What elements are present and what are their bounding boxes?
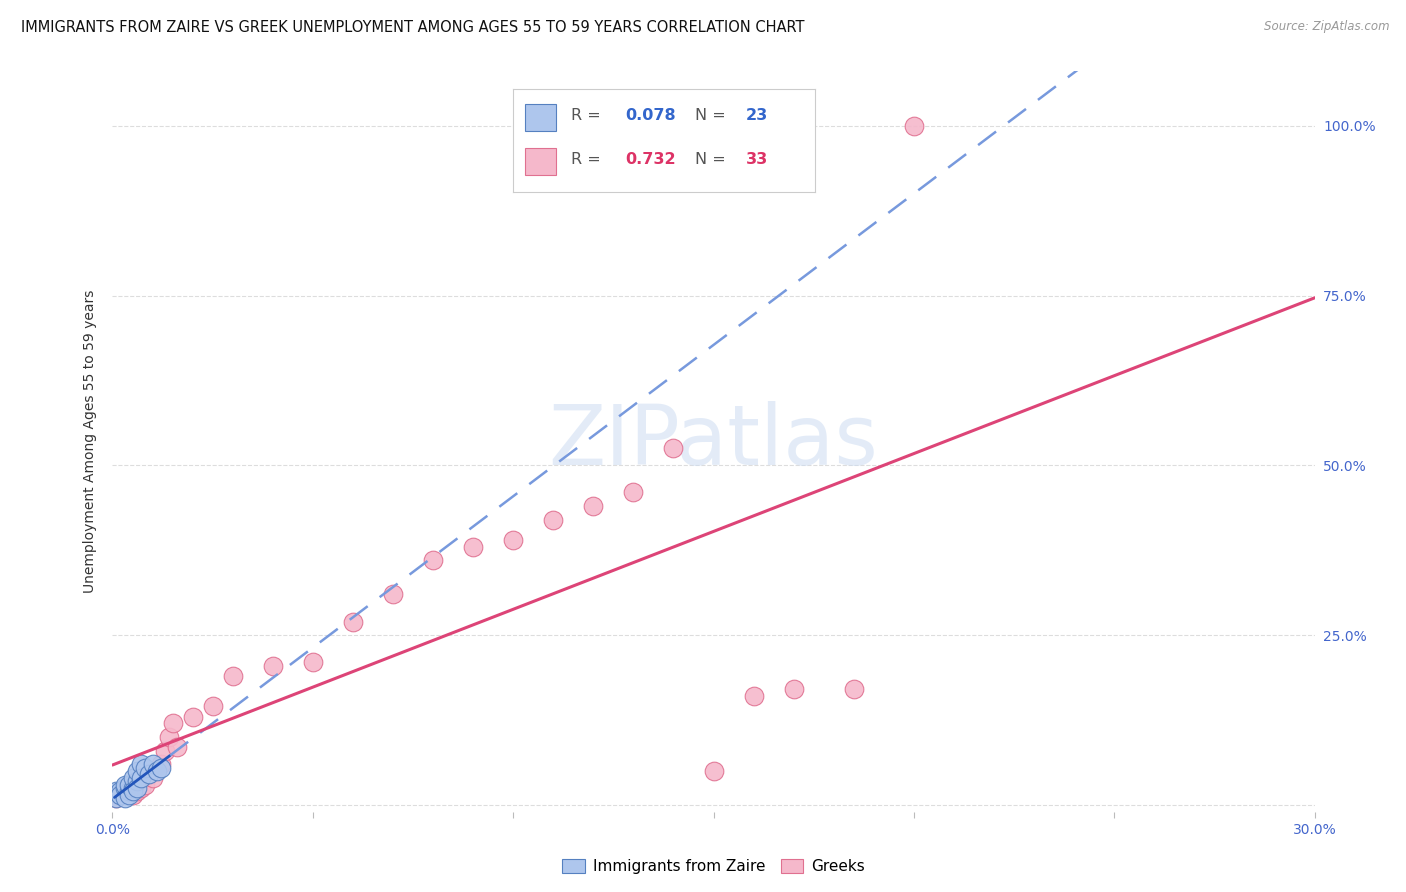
Point: [129, 780, 152, 795]
Point: [110, 788, 132, 802]
Y-axis label: Unemployment Among Ages 55 to 59 years: Unemployment Among Ages 55 to 59 years: [83, 290, 97, 593]
Point: [134, 778, 156, 792]
Point: [125, 764, 148, 778]
Point: [162, 716, 184, 731]
Text: Source: ZipAtlas.com: Source: ZipAtlas.com: [1264, 20, 1389, 33]
Text: N =: N =: [695, 108, 731, 123]
Legend: Immigrants from Zaire, Greeks: Immigrants from Zaire, Greeks: [562, 859, 865, 874]
Point: [166, 740, 188, 755]
Point: [422, 553, 444, 567]
Point: [582, 499, 605, 513]
Text: N =: N =: [695, 153, 731, 168]
Point: [134, 761, 156, 775]
Point: [129, 771, 152, 785]
Text: 0.078: 0.078: [626, 108, 676, 123]
Point: [842, 682, 865, 697]
Text: ZIPatlas: ZIPatlas: [548, 401, 879, 482]
Point: [903, 119, 925, 133]
Point: [262, 658, 284, 673]
FancyBboxPatch shape: [526, 103, 555, 131]
Text: 23: 23: [747, 108, 768, 123]
Point: [114, 778, 136, 792]
Point: [621, 485, 644, 500]
Point: [117, 780, 139, 795]
Point: [117, 778, 139, 792]
Point: [121, 788, 143, 802]
Point: [129, 757, 152, 772]
Point: [110, 784, 132, 798]
Point: [121, 780, 143, 795]
Point: [153, 743, 176, 757]
Point: [543, 513, 565, 527]
Point: [461, 540, 484, 554]
Point: [141, 757, 163, 772]
Point: [121, 784, 143, 798]
Point: [110, 788, 132, 802]
Point: [157, 730, 180, 744]
Point: [105, 784, 128, 798]
Point: [149, 761, 172, 775]
Text: 33: 33: [747, 153, 768, 168]
Point: [342, 615, 364, 629]
Point: [782, 682, 804, 697]
Point: [222, 669, 245, 683]
Point: [702, 764, 725, 778]
Text: R =: R =: [571, 108, 606, 123]
Point: [114, 784, 136, 798]
Text: R =: R =: [571, 153, 606, 168]
Point: [662, 442, 685, 456]
Point: [145, 764, 167, 778]
Point: [382, 587, 405, 601]
FancyBboxPatch shape: [526, 148, 555, 176]
Point: [502, 533, 524, 547]
Point: [141, 771, 163, 785]
Point: [114, 780, 136, 795]
Point: [117, 788, 139, 802]
Point: [201, 699, 224, 714]
Point: [181, 709, 204, 723]
Point: [125, 780, 148, 795]
Point: [125, 774, 148, 789]
Point: [114, 791, 136, 805]
Text: IMMIGRANTS FROM ZAIRE VS GREEK UNEMPLOYMENT AMONG AGES 55 TO 59 YEARS CORRELATIO: IMMIGRANTS FROM ZAIRE VS GREEK UNEMPLOYM…: [21, 20, 804, 35]
Point: [105, 791, 128, 805]
Point: [302, 655, 325, 669]
Point: [125, 784, 148, 798]
Point: [121, 771, 143, 785]
Point: [117, 784, 139, 798]
Text: 0.732: 0.732: [626, 153, 676, 168]
Point: [105, 791, 128, 805]
Point: [138, 767, 160, 781]
Point: [149, 757, 172, 772]
Point: [742, 690, 765, 704]
